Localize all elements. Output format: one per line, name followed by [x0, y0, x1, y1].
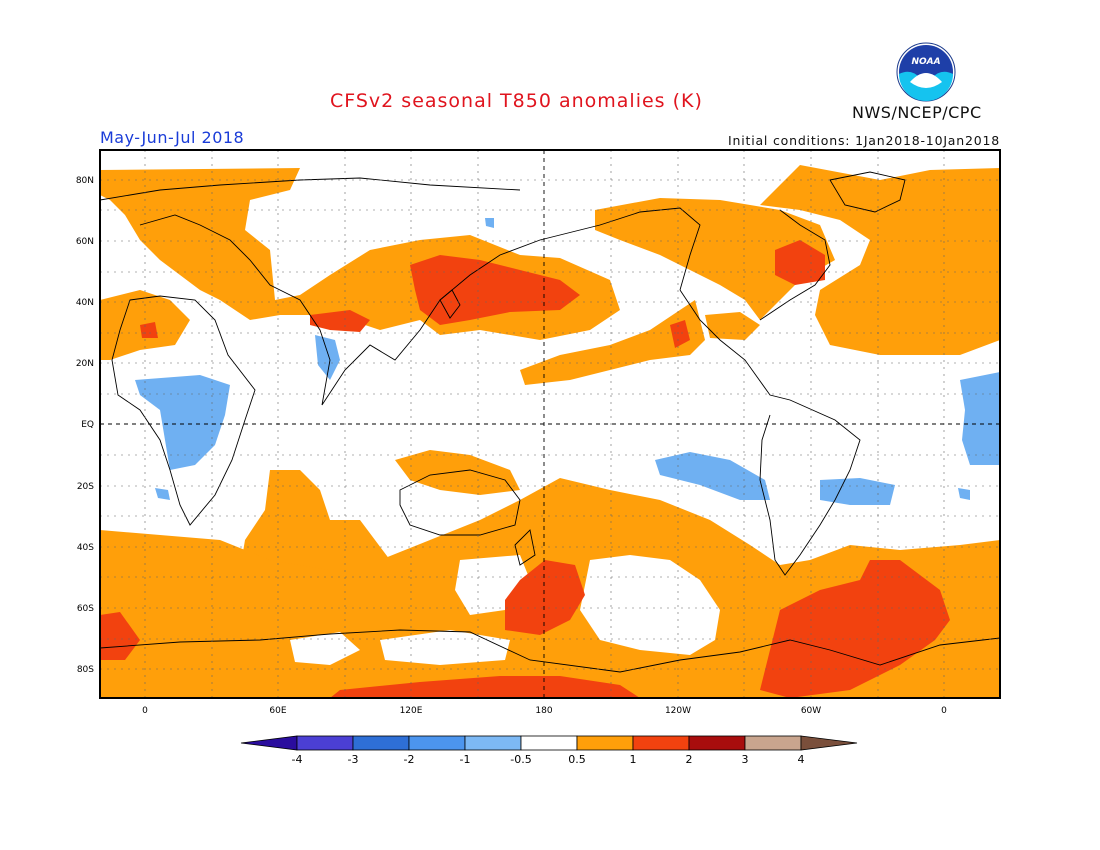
coastlines [100, 171, 1000, 673]
colorbar-boxes [240, 735, 858, 751]
colorbar-box [296, 735, 354, 751]
colorbar-label: 2 [686, 753, 693, 766]
colorbar-box [464, 735, 522, 751]
anomaly-region [505, 560, 585, 635]
forecast-period: May-Jun-Jul 2018 [100, 128, 245, 147]
agency-label: NWS/NCEP/CPC [852, 103, 982, 122]
anomaly-region [705, 312, 760, 340]
neutral-region [380, 630, 510, 665]
lat-label: EQ [81, 420, 94, 430]
lon-label: 180 [535, 706, 552, 716]
colorbar-box [352, 735, 410, 751]
anomaly-region [330, 676, 640, 698]
colorbar-arrow-high [800, 735, 858, 751]
lon-label: 0 [941, 706, 947, 716]
chart-title: CFSv2 seasonal T850 anomalies (K) [330, 90, 703, 112]
colorbar-label: -2 [404, 753, 415, 766]
colorbar-label: 3 [742, 753, 749, 766]
lat-label: 60S [77, 604, 94, 614]
anomaly-region [595, 198, 835, 320]
anomaly-region [315, 335, 340, 380]
anomaly-region [395, 450, 520, 495]
colorbar-label: -0.5 [510, 753, 531, 766]
lon-label: 60W [801, 706, 821, 716]
anomaly-region [655, 452, 770, 500]
anomaly-region [155, 488, 170, 500]
lat-label: 20S [77, 482, 94, 492]
anomaly-region [100, 612, 140, 660]
lat-label: 60N [76, 237, 94, 247]
colorbar-labels: -4 -3 -2 -1 -0.5 0.5 1 2 3 4 [292, 753, 805, 766]
lat-label: 40N [76, 298, 94, 308]
lat-label: 20N [76, 359, 94, 369]
colorbar-box [632, 735, 690, 751]
neutral-region [290, 632, 360, 665]
anomaly-region [760, 560, 950, 698]
colorbar-label: -4 [292, 753, 303, 766]
colorbar-box [576, 735, 634, 751]
lat-label: 40S [77, 543, 94, 553]
anomaly-region [775, 240, 825, 285]
anomaly-region [485, 218, 494, 228]
colorbar-label: 4 [798, 753, 805, 766]
anomaly-region [960, 372, 1000, 465]
lat-axis: 80N 60N 40N 20N EQ 20S 40S 60S 80S [76, 176, 94, 675]
noaa-logo-icon: NOAA [896, 42, 956, 102]
colorbar-box [744, 735, 802, 751]
colorbar-arrow-low [240, 735, 298, 751]
initial-conditions: Initial conditions: 1Jan2018-10Jan2018 [728, 133, 1000, 148]
anomaly-region [670, 320, 690, 348]
lon-label: 120W [665, 706, 691, 716]
colorbar-label: 0.5 [568, 753, 586, 766]
colorbar-label: -3 [348, 753, 359, 766]
anomaly-region [410, 255, 580, 325]
colorbar-label: 1 [630, 753, 637, 766]
map-frame [99, 149, 1001, 699]
anomaly-region [520, 300, 705, 385]
lat-label: 80S [77, 665, 94, 675]
logo-text: NOAA [911, 57, 940, 67]
lat-label: 80N [76, 176, 94, 186]
colorbar-box [408, 735, 466, 751]
colorbar-label: -1 [460, 753, 471, 766]
anomaly-region [760, 165, 1000, 355]
lon-axis: 0 60E 120E 180 120W 60W 0 [142, 706, 947, 716]
lon-label: 0 [142, 706, 148, 716]
colorbar-box [520, 735, 578, 751]
anomaly-region [310, 310, 370, 332]
lon-label: 60E [269, 706, 286, 716]
anomaly-region [820, 478, 895, 505]
anomaly-fields [100, 165, 1000, 698]
anomaly-region [140, 322, 158, 338]
neutral-region [580, 555, 720, 655]
colorbar-box [688, 735, 746, 751]
lon-label: 120E [400, 706, 423, 716]
anomaly-region [958, 488, 970, 500]
anomaly-region [135, 375, 230, 470]
